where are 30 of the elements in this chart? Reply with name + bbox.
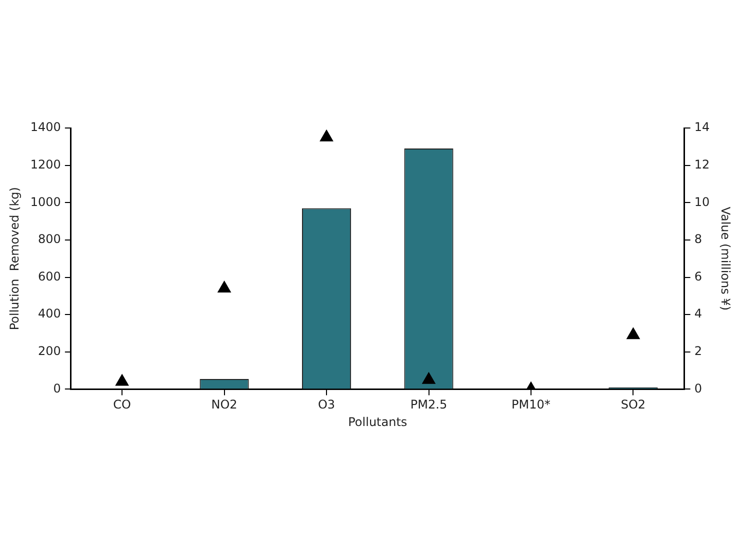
y2-tick-label: 10 (694, 194, 710, 209)
y2-tick-label: 12 (694, 157, 710, 172)
y-tick-label: 800 (38, 232, 61, 246)
x-tick-label: PM10* (512, 398, 550, 412)
x-tick-label: SO2 (620, 398, 646, 412)
point (422, 372, 436, 384)
y2-axis-title: Value (millions ¥) (718, 206, 733, 311)
x-tick-label: O3 (318, 398, 336, 412)
y-tick-label: 400 (38, 306, 61, 321)
y-axis-title: Pollution Removed (kg) (7, 187, 22, 330)
y-tick-label: 0 (53, 381, 61, 396)
y2-tick-label: 8 (694, 232, 702, 246)
x-tick-label: NO2 (211, 398, 238, 412)
point (115, 374, 129, 386)
point (626, 328, 640, 340)
y2-tick-label: 14 (694, 120, 710, 134)
y-tick-label: 1400 (30, 120, 61, 134)
point (218, 280, 231, 292)
x-tick-label: CO (113, 398, 131, 412)
y-tick-label: 1200 (30, 157, 61, 172)
y2-tick-label: 0 (694, 381, 702, 396)
x-axis-title: Pollutants (348, 414, 408, 429)
y-tick-label: 600 (38, 269, 61, 284)
point (320, 130, 334, 142)
y-tick-label: 200 (38, 344, 61, 358)
y2-tick-label: 4 (694, 306, 702, 321)
x-tick-label: PM2.5 (410, 398, 448, 412)
y2-tick-label: 6 (694, 269, 702, 284)
y-tick-label: 1000 (30, 194, 61, 209)
y2-tick-label: 2 (694, 344, 702, 358)
